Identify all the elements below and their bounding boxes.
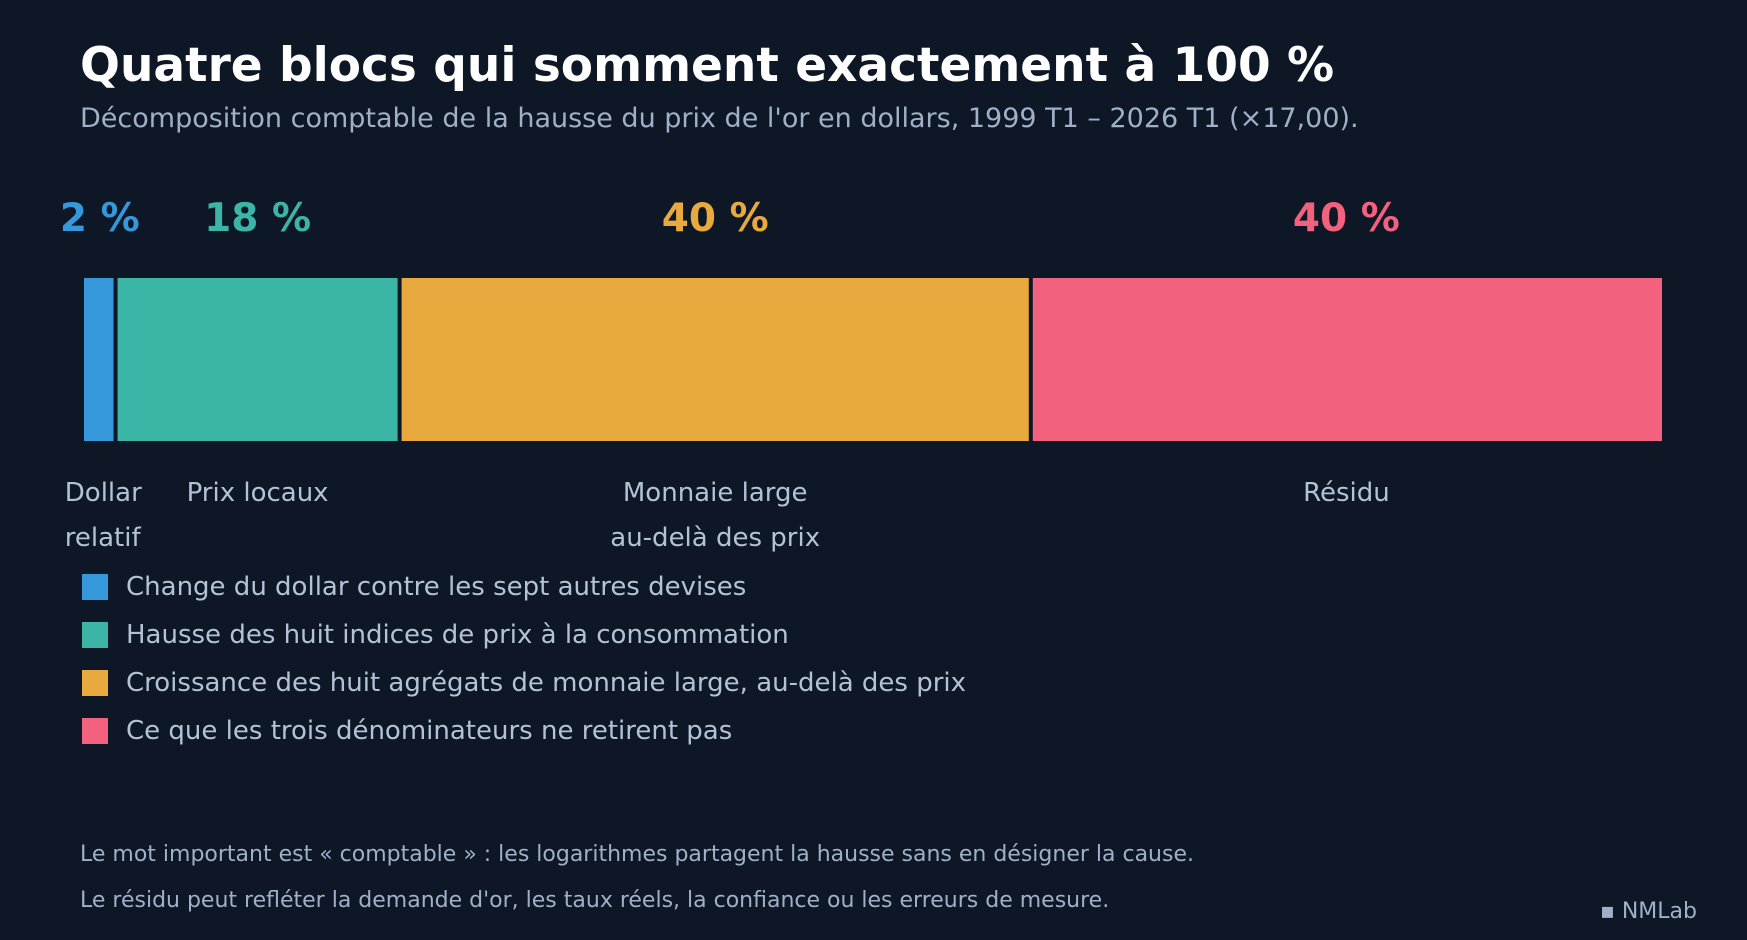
legend-swatch <box>82 622 108 648</box>
legend-label: Croissance des huit agrégats de monnaie … <box>126 668 967 698</box>
legend-label: Change du dollar contre les sept autres … <box>126 572 747 602</box>
value-label: 18 % <box>204 196 312 241</box>
value-label: 40 % <box>661 196 769 241</box>
legend-swatch <box>82 574 108 600</box>
legend-swatch <box>82 718 108 744</box>
chart-subtitle: Décomposition comptable de la hausse du … <box>80 103 1359 134</box>
bar-segment <box>84 278 114 441</box>
legend-item: Change du dollar contre les sept autres … <box>82 572 746 602</box>
chart-title: Quatre blocs qui somment exactement à 10… <box>80 38 1335 93</box>
footnote: Le résidu peut refléter la demande d'or,… <box>80 888 1110 913</box>
legend-label: Ce que les trois dénominateurs ne retire… <box>126 716 733 746</box>
bar-segment <box>117 278 398 441</box>
legend-label: Hausse des huit indices de prix à la con… <box>126 620 789 650</box>
brand-name: NMLab <box>1621 899 1697 924</box>
legend-item: Croissance des huit agrégats de monnaie … <box>82 668 966 698</box>
brand: ▪ NMLab <box>1599 899 1697 924</box>
legend-item: Ce que les trois dénominateurs ne retire… <box>82 716 732 746</box>
category-label: Prix locaux <box>186 478 329 508</box>
legend-item: Hausse des huit indices de prix à la con… <box>82 620 789 650</box>
bar-segment <box>401 278 1029 441</box>
category-label: Monnaie large au-delà des prix <box>610 478 821 553</box>
legend-swatch <box>82 670 108 696</box>
footnote: Le mot important est « comptable » : les… <box>80 842 1194 867</box>
category-label: Dollar relatif <box>64 478 142 553</box>
value-label: 2 % <box>59 196 140 241</box>
value-label: 40 % <box>1292 196 1400 241</box>
category-label: Résidu <box>1303 478 1390 508</box>
bar-segment <box>1032 278 1662 441</box>
